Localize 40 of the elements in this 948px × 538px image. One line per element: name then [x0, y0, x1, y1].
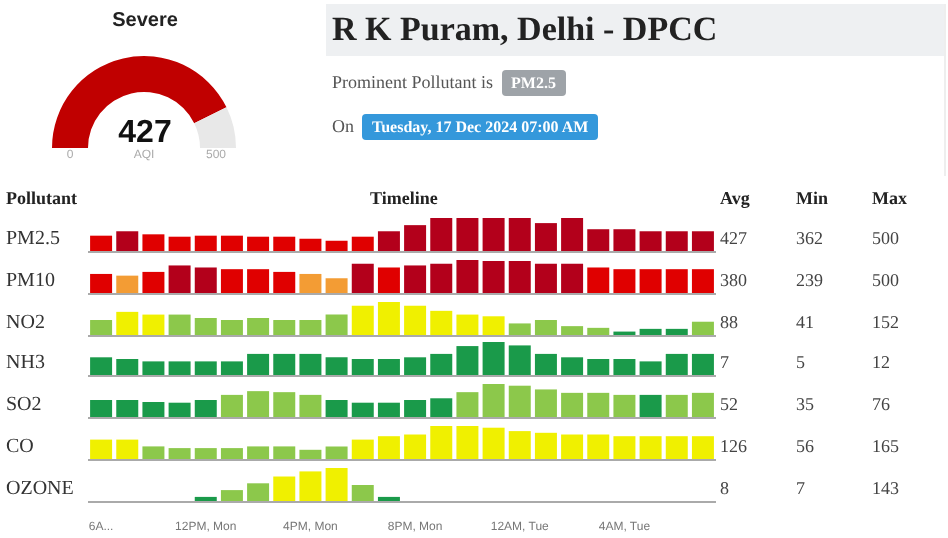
text: 56 — [796, 436, 814, 456]
text: 35 — [796, 394, 814, 415]
text: 126 — [720, 436, 747, 456]
text: On — [332, 116, 354, 136]
text: Prominent Pollutant is — [332, 72, 494, 92]
text: 12 — [872, 352, 890, 373]
text: CO — [6, 436, 34, 458]
text: NO2 — [6, 311, 45, 334]
text: 76 — [872, 394, 890, 415]
text: 380 — [720, 269, 747, 290]
text: 165 — [872, 436, 899, 456]
text: 8 — [720, 477, 729, 498]
text: NH3 — [6, 352, 45, 375]
text: 41 — [796, 311, 814, 332]
text: Pollutant — [6, 188, 78, 208]
text: 7 — [720, 352, 729, 373]
text: 52 — [720, 394, 738, 415]
text: 143 — [872, 477, 899, 498]
text: 500 — [872, 228, 899, 248]
text: Avg — [720, 188, 750, 208]
text: Min — [796, 188, 829, 208]
text: 152 — [872, 311, 899, 332]
text: 500 — [872, 269, 899, 290]
text: PM2.5 — [501, 70, 566, 96]
text: 7 — [796, 477, 805, 498]
text: Tuesday, 17 Dec 2024 07:00 AM — [362, 114, 599, 140]
text: PM10 — [6, 269, 55, 292]
data-label: 427 — [116, 116, 174, 150]
text: 362 — [796, 228, 823, 248]
text: R K Puram, Delhi - DPCC — [326, 4, 944, 56]
text: 239 — [796, 269, 823, 290]
text: 5 — [796, 352, 805, 373]
text: 427 — [720, 228, 747, 248]
text: 88 — [720, 311, 738, 332]
chart-title: Severe — [110, 10, 180, 32]
text: SO2 — [6, 394, 42, 417]
text: Max — [872, 188, 907, 208]
text: Timeline — [370, 188, 438, 208]
text: PM2.5 — [6, 228, 60, 250]
text: OZONE — [6, 477, 74, 500]
